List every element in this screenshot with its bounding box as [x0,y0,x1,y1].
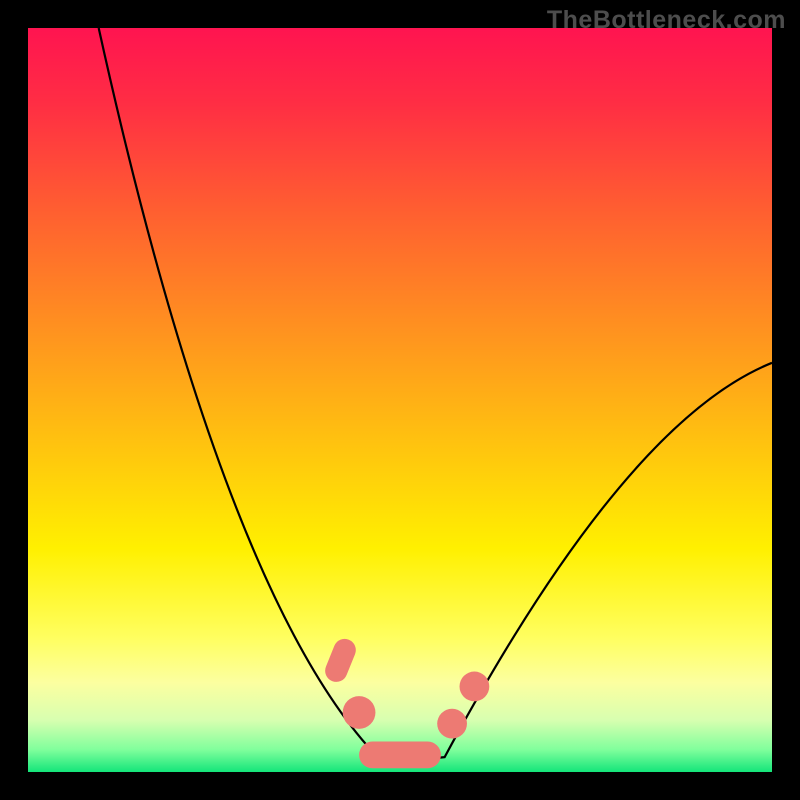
plot-border [28,28,772,772]
watermark-text: TheBottleneck.com [547,6,786,35]
